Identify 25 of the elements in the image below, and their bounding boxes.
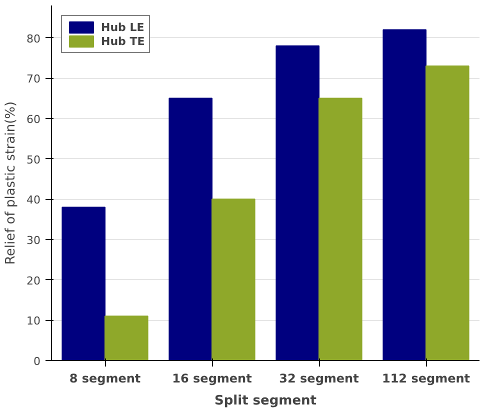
legend-label: Hub TE — [101, 34, 145, 48]
x-tick-label: 32 segment — [279, 372, 360, 386]
y-tick-label: 50 — [26, 153, 41, 166]
bar — [104, 316, 148, 360]
x-tick-label: 16 segment — [172, 372, 252, 386]
x-axis-title: Split segment — [214, 394, 317, 408]
y-tick-label: 0 — [34, 355, 40, 368]
x-tick-label: 8 segment — [69, 372, 141, 386]
legend-label: Hub LE — [101, 20, 144, 34]
bar — [276, 45, 320, 360]
y-tick-label: 60 — [26, 112, 41, 126]
bar — [318, 98, 362, 360]
y-tick-label: 10 — [26, 314, 41, 328]
y-axis-title: Relief of plastic strain(%) — [4, 101, 19, 265]
y-tick-label: 40 — [26, 194, 41, 207]
x-tick-label: 112 segment — [382, 372, 470, 386]
bar — [382, 29, 426, 360]
y-tick-label: 30 — [26, 234, 41, 247]
y-tick-label: 70 — [26, 72, 41, 86]
bar — [62, 206, 106, 360]
y-tick-label: 20 — [26, 274, 41, 288]
bar — [426, 66, 470, 360]
bar — [168, 98, 212, 360]
bar — [212, 198, 256, 360]
y-tick-label: 80 — [26, 32, 41, 46]
